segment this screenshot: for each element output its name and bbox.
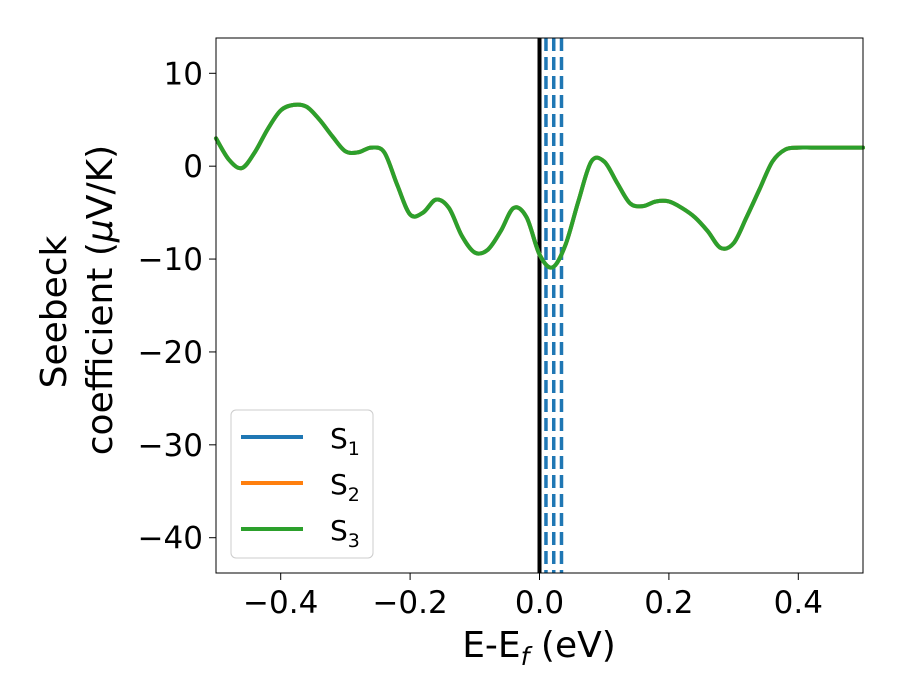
legend: S1 S2 S3 [230, 409, 374, 559]
y-tick-label: 10 [164, 56, 203, 92]
series-lines [214, 102, 865, 270]
legend-label-s3: S3 [330, 514, 360, 552]
series-line-s3 [214, 102, 865, 270]
x-tick-label: −0.2 [372, 585, 447, 621]
y-axis-label: Seebeck coefficient (μV/K) [34, 145, 121, 455]
x-axis-ticks: −0.4 −0.2 0.0 0.2 0.4 [243, 573, 823, 621]
y-tick-label: −10 [138, 242, 203, 278]
y-tick-label: −20 [138, 335, 203, 371]
x-tick-label: 0.0 [515, 585, 564, 621]
reference-lines [537, 38, 564, 573]
legend-label-s1: S1 [330, 422, 360, 460]
legend-label-s2: S2 [330, 468, 360, 506]
y-axis-ticks: −40 −30 −20 −10 0 10 [138, 56, 216, 557]
x-tick-label: 0.4 [774, 585, 823, 621]
x-axis-label: E-Ef (eV) [462, 625, 616, 671]
y-axis-label-line1: Seebeck [34, 235, 75, 388]
y-tick-label: 0 [183, 149, 203, 185]
y-axis-label-line2: coefficient (μV/K) [80, 145, 121, 455]
y-tick-label: −40 [138, 521, 203, 557]
x-tick-label: 0.2 [644, 585, 693, 621]
y-tick-label: −30 [138, 428, 203, 464]
x-tick-label: −0.4 [243, 585, 318, 621]
